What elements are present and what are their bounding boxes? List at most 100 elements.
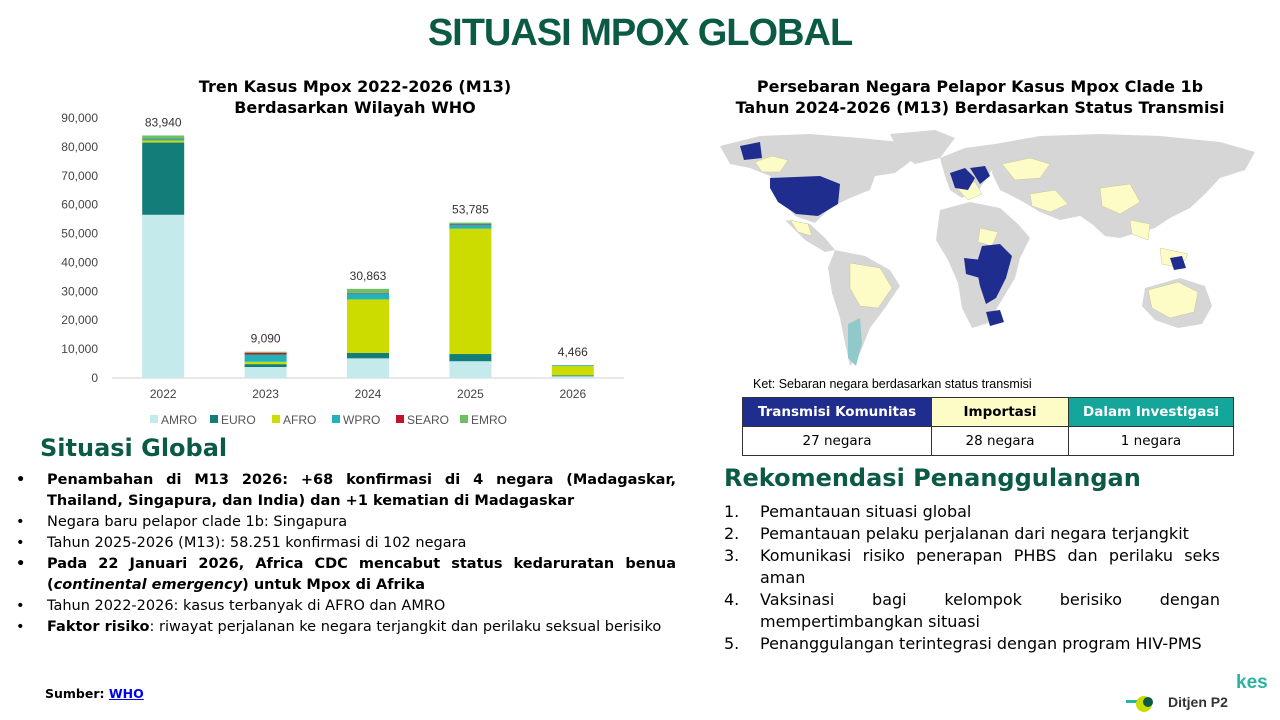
list-item-text: Vaksinasi bagi kelompok berisiko dengan … bbox=[760, 590, 1220, 631]
bar-segment-amro bbox=[449, 361, 492, 378]
map-community-countries bbox=[740, 142, 1186, 326]
x-tick-label: 2025 bbox=[457, 387, 484, 401]
bar-segment-emro bbox=[347, 288, 389, 293]
legend-swatch bbox=[396, 415, 404, 423]
logo-ditjen-text: Ditjen P2 bbox=[1168, 694, 1228, 710]
status-header-community: Transmisi Komunitas bbox=[742, 397, 932, 427]
map-title-line1: Persebaran Negara Pelapor Kasus Mpox Cla… bbox=[756, 77, 1204, 96]
global-situation-list: Penambahan di M13 2026: +68 konfirmasi d… bbox=[16, 470, 676, 638]
list-item: Faktor risiko: riwayat perjalanan ke neg… bbox=[16, 617, 676, 638]
bar-segment-amro bbox=[142, 214, 185, 378]
chart-title-line1: Tren Kasus Mpox 2022-2026 (M13) bbox=[198, 77, 512, 96]
list-item-text: Pemantauan situasi global bbox=[760, 502, 972, 521]
y-tick-label: 20,000 bbox=[61, 313, 98, 327]
source-link[interactable]: WHO bbox=[108, 686, 144, 701]
legend-label: AMRO bbox=[161, 413, 197, 427]
bar-segment-wpro bbox=[551, 365, 594, 367]
bar-segment-afro bbox=[244, 361, 287, 365]
status-value-investigation: 1 negara bbox=[1068, 426, 1234, 456]
map-title-line2: Tahun 2024-2026 (M13) Berdasarkan Status… bbox=[735, 98, 1225, 117]
list-item: Tahun 2025-2026 (M13): 58.251 konfirmasi… bbox=[16, 533, 676, 554]
y-tick-label: 80,000 bbox=[61, 140, 98, 154]
y-tick-label: 70,000 bbox=[61, 169, 98, 183]
y-tick-label: 10,000 bbox=[61, 342, 98, 356]
bar-segment-amro bbox=[244, 367, 287, 378]
list-item: 1. Pemantauan situasi global bbox=[724, 501, 1220, 523]
bar-segment-emro bbox=[244, 351, 287, 353]
legend-swatch bbox=[272, 415, 280, 423]
bar-total-label: 83,940 bbox=[145, 116, 182, 130]
status-value-community: 27 negara bbox=[742, 426, 932, 456]
bar-total-label: 4,466 bbox=[558, 345, 588, 359]
bar-total-label: 53,785 bbox=[452, 203, 489, 217]
page-title: SITUASI MPOX GLOBAL bbox=[427, 12, 853, 54]
list-number: 4. bbox=[724, 590, 740, 609]
bar-segment-afro bbox=[347, 299, 389, 353]
world-map bbox=[720, 130, 1255, 366]
source-note: Sumber: WHO bbox=[45, 686, 144, 701]
legend-label: EURO bbox=[221, 413, 256, 427]
bar-segment-euro bbox=[142, 142, 185, 215]
bar-total-label: 9,090 bbox=[251, 332, 281, 346]
x-tick-label: 2026 bbox=[559, 387, 586, 401]
logo-kes-text: kes bbox=[1236, 672, 1268, 693]
list-item: 2. Pemantauan pelaku perjalanan dari nega… bbox=[724, 523, 1220, 545]
status-header-investigation: Dalam Investigasi bbox=[1068, 397, 1234, 427]
legend-swatch bbox=[460, 415, 468, 423]
list-item-emphasis: continental emergency bbox=[53, 577, 243, 593]
bar-segment-afro bbox=[449, 228, 492, 355]
bar-segment-searo bbox=[449, 224, 492, 225]
list-item: Pada 22 Januari 2026, Africa CDC mencabu… bbox=[16, 554, 676, 596]
source-label: Sumber: bbox=[45, 686, 109, 701]
y-tick-label: 50,000 bbox=[61, 227, 98, 241]
logo-mark-icon bbox=[1126, 696, 1153, 712]
x-tick-label: 2023 bbox=[252, 387, 279, 401]
map-investigation-countries bbox=[848, 318, 862, 366]
bar-segment-wpro bbox=[244, 354, 287, 362]
list-item-text: Pemantauan pelaku perjalanan dari negara… bbox=[760, 524, 1189, 543]
list-item-text: : riwayat perjalanan ke negara terjangki… bbox=[149, 619, 662, 635]
bar-segment-wpro bbox=[142, 138, 185, 141]
list-item: 3. Komunikasi risiko penerapan PHBS dan p… bbox=[724, 545, 1220, 589]
bar-segment-emro bbox=[449, 222, 492, 225]
bar-segment-amro bbox=[551, 376, 594, 378]
list-number: 5. bbox=[724, 634, 740, 653]
bar-segment-searo bbox=[347, 292, 389, 294]
map-note: Ket: Sebaran negara berdasarkan status t… bbox=[753, 377, 1032, 391]
map-title: Persebaran Negara Pelapor Kasus Mpox Cla… bbox=[700, 76, 1260, 118]
legend-swatch bbox=[150, 415, 158, 423]
legend-swatch bbox=[332, 415, 340, 423]
bar-segment-wpro bbox=[347, 293, 389, 300]
legend-label: EMRO bbox=[471, 413, 507, 427]
bar-segment-wpro bbox=[449, 224, 492, 229]
legend-label: AFRO bbox=[283, 413, 316, 427]
list-item-text: ) untuk Mpox di Afrika bbox=[242, 577, 426, 593]
list-item: Penambahan di M13 2026: +68 konfirmasi d… bbox=[16, 470, 676, 512]
y-tick-label: 30,000 bbox=[61, 284, 98, 298]
status-table: Transmisi Komunitas Importasi Dalam Inve… bbox=[742, 397, 1234, 456]
legend-swatch bbox=[210, 415, 218, 423]
bar-segment-euro bbox=[244, 364, 287, 368]
bar-segment-euro bbox=[347, 352, 389, 359]
bar-total-label: 30,863 bbox=[350, 269, 387, 283]
global-situation-heading: Situasi Global bbox=[40, 434, 228, 462]
y-tick-label: 90,000 bbox=[61, 111, 98, 125]
y-tick-label: 0 bbox=[91, 371, 98, 385]
list-item: Tahun 2022-2026: kasus terbanyak di AFRO… bbox=[16, 596, 676, 617]
list-item-label: Faktor risiko bbox=[47, 619, 150, 635]
list-item-text: Komunikasi risiko penerapan PHBS dan per… bbox=[760, 546, 1220, 587]
legend-label: WPRO bbox=[343, 413, 380, 427]
list-item-text: Pada 22 Januari 2026, Africa CDC mencabu… bbox=[47, 556, 676, 593]
status-value-imported: 28 negara bbox=[931, 426, 1069, 456]
x-tick-label: 2024 bbox=[355, 387, 382, 401]
bar-segment-afro bbox=[142, 140, 185, 143]
recommendation-heading: Rekomendasi Penanggulangan bbox=[724, 464, 1141, 492]
list-number: 2. bbox=[724, 524, 740, 543]
list-item: Negara baru pelapor clade 1b: Singapura bbox=[16, 512, 676, 533]
bar-segment-euro bbox=[551, 375, 594, 377]
chart-title: Tren Kasus Mpox 2022-2026 (M13) Berdasar… bbox=[150, 76, 560, 118]
chart-title-line2: Berdasarkan Wilayah WHO bbox=[234, 98, 476, 117]
recommendation-list: 1. Pemantauan situasi global 2. Pemantauan… bbox=[724, 501, 1220, 655]
x-tick-label: 2022 bbox=[150, 387, 177, 401]
list-item: 5. Penanggulangan terintegrasi dengan pro… bbox=[724, 633, 1220, 655]
